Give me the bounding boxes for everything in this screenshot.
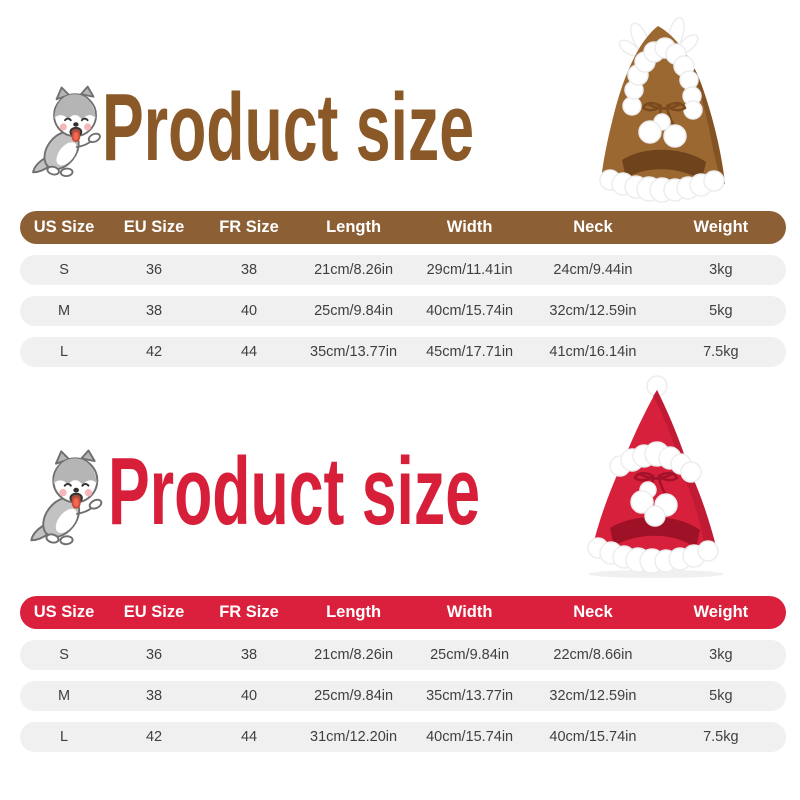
cell: 3kg [709,262,733,278]
header-length: Length [326,603,382,621]
cell: 3kg [709,647,733,663]
cell: 38 [240,647,258,663]
cell: S [59,647,69,663]
table-row-m: M 38 40 25cm/9.84in 35cm/13.77in 32cm/12… [20,681,786,711]
cell: 44 [240,729,258,745]
header-us-size: US Size [33,603,95,621]
cell: 45cm/17.71in [426,344,514,360]
table-row-s: S 36 38 21cm/8.26in 29cm/11.41in 24cm/9.… [20,255,786,285]
reindeer-cape-photo [588,14,738,206]
cell: 42 [145,344,163,360]
cell: 35cm/13.77in [310,344,398,360]
header-width: Width [446,218,493,236]
cell: 7.5kg [703,729,739,745]
cell: 40 [240,688,258,704]
table-row-s: S 36 38 21cm/8.26in 25cm/9.84in 22cm/8.6… [20,640,786,670]
table-row-m: M 38 40 25cm/9.84in 40cm/15.74in 32cm/12… [20,296,786,326]
page-title: Product size [102,88,474,176]
cell: 40cm/15.74in [426,729,514,745]
husky-puppy-icon [26,448,114,548]
cell: 24cm/9.44in [553,262,633,278]
cell: 5kg [709,303,733,319]
cell: L [60,344,69,360]
size-table-santa: US Size EU Size FR Size Length Width Nec… [20,596,786,752]
cell: M [57,688,71,704]
table-header-row: US Size EU Size FR Size Length Width Nec… [20,596,786,629]
cell: 42 [145,729,163,745]
cell: 22cm/8.66in [553,647,633,663]
cell: 36 [145,647,163,663]
cell: S [59,262,69,278]
header-eu-size: EU Size [123,603,185,621]
cell: 32cm/12.59in [549,303,637,319]
cell: 32cm/12.59in [549,688,637,704]
cell: 40cm/15.74in [426,303,514,319]
cell: 31cm/12.20in [310,729,398,745]
cell: 5kg [709,688,733,704]
header-eu-size: EU Size [123,218,185,236]
cell: 21cm/8.26in [314,647,394,663]
santa-cape-photo [578,372,730,580]
size-table-reindeer: US Size EU Size FR Size Length Width Nec… [20,211,786,367]
cell: 36 [145,262,163,278]
cell: 44 [240,344,258,360]
cell: M [57,303,71,319]
header-neck: Neck [573,218,613,236]
header-fr-size: FR Size [219,218,279,236]
cell: 29cm/11.41in [426,262,513,278]
cell: 25cm/9.84in [314,303,394,319]
cell: 38 [145,688,163,704]
cell: 25cm/9.84in [314,688,394,704]
header-fr-size: FR Size [219,603,279,621]
header-weight: Weight [693,603,749,621]
header-weight: Weight [693,218,749,236]
header-us-size: US Size [33,218,95,236]
cell: 21cm/8.26in [314,262,394,278]
cell: 38 [145,303,163,319]
section-title-red: Product size [108,438,493,545]
cell: 7.5kg [703,344,739,360]
header-width: Width [446,603,493,621]
cell: 38 [240,262,258,278]
cell: 40 [240,303,258,319]
table-row-l: L 42 44 35cm/13.77in 45cm/17.71in 41cm/1… [20,337,786,367]
header-neck: Neck [573,603,613,621]
cell: L [60,729,69,745]
cell: 25cm/9.84in [430,647,510,663]
table-header-row: US Size EU Size FR Size Length Width Nec… [20,211,786,244]
husky-puppy-icon [28,84,112,180]
cell: 41cm/16.14in [549,344,637,360]
section-title-brown: Product size [102,74,487,181]
header-length: Length [326,218,382,236]
cell: 35cm/13.77in [426,688,514,704]
table-row-l: L 42 44 31cm/12.20in 40cm/15.74in 40cm/1… [20,722,786,752]
cell: 40cm/15.74in [549,729,637,745]
page-title: Product size [108,452,480,540]
